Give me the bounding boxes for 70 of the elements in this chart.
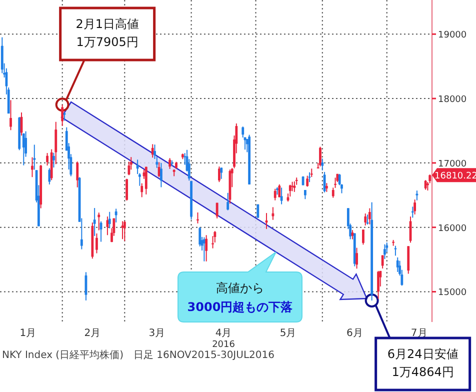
candlestick xyxy=(114,208,118,223)
x-tick-label: 5月 xyxy=(280,328,296,339)
candlestick xyxy=(108,211,111,229)
candlestick xyxy=(356,247,358,270)
y-tick-label: 16000 xyxy=(438,224,467,234)
candlestick xyxy=(126,178,128,202)
callout: 高値から 3000円超もの下落 xyxy=(178,252,302,322)
candlestick xyxy=(362,229,364,246)
candlestick xyxy=(144,166,148,195)
candlestick xyxy=(364,212,367,226)
candlestick xyxy=(168,158,171,170)
candlestick xyxy=(22,132,25,166)
candlestick xyxy=(414,199,416,215)
x-tick-label: 1月 xyxy=(20,328,36,339)
x-tick-label: 7月 xyxy=(410,328,428,339)
candlestick xyxy=(256,204,260,218)
candlestick xyxy=(33,144,36,170)
candlestick xyxy=(293,180,296,192)
annotation: 高値から 3000円超もの下落 xyxy=(187,281,294,314)
candlestick xyxy=(123,220,126,242)
candlestick xyxy=(242,126,244,138)
x-axis-title: 2016 xyxy=(212,340,236,350)
candlestick xyxy=(198,226,202,247)
candlestick xyxy=(31,156,34,178)
candlestick xyxy=(121,220,124,240)
candlestick xyxy=(205,234,208,262)
candlestick xyxy=(46,152,48,166)
candlestick xyxy=(321,158,324,171)
candlestick xyxy=(396,256,399,272)
candlestick xyxy=(274,188,276,201)
candlestick xyxy=(96,232,98,254)
candlestick xyxy=(381,254,384,269)
candlestick xyxy=(76,161,79,188)
candlestick xyxy=(54,121,58,165)
y-tick-label: 19000 xyxy=(438,30,467,41)
y-tick-label: 18000 xyxy=(438,95,467,106)
candlestick xyxy=(160,162,162,188)
candlestick xyxy=(48,168,51,185)
candlestick xyxy=(52,152,55,168)
candlestick xyxy=(220,167,223,180)
y-tick-label: 15000 xyxy=(438,288,467,298)
candlestick xyxy=(93,208,96,236)
x-tick-label: 6月 xyxy=(346,328,363,339)
candlestick xyxy=(218,166,220,183)
candlestick xyxy=(0,36,4,74)
annotation: 6月24日安値 1万4864円 xyxy=(387,347,458,379)
candlestick xyxy=(98,212,100,231)
candlestick xyxy=(202,236,206,262)
candlestick xyxy=(280,187,283,205)
candlestick xyxy=(151,144,154,158)
candlestick xyxy=(140,182,144,198)
candlestick xyxy=(411,206,414,218)
candlestick xyxy=(319,146,322,167)
x-tick-label: 2月 xyxy=(84,328,101,339)
candlestick xyxy=(196,212,199,224)
x-tick-label: 4月 xyxy=(215,328,232,339)
candlestick xyxy=(288,184,292,198)
candlestick xyxy=(384,244,386,260)
text: NKY Index (日経平均株価) 日足 16NOV2015-30JUL2016 xyxy=(2,349,274,361)
x-tick-label: 3月 xyxy=(148,328,166,339)
candlestick xyxy=(278,184,281,198)
candlestick xyxy=(424,180,427,190)
candlestick xyxy=(226,192,230,211)
candlestick xyxy=(10,100,12,131)
candlestick xyxy=(216,202,218,219)
candlestick xyxy=(377,270,380,300)
y-tick-label: 17000 xyxy=(438,159,467,170)
candlestick xyxy=(310,168,313,178)
annotation: 2月1日高値 1万7905円 xyxy=(76,17,139,49)
candlestick xyxy=(306,175,309,188)
